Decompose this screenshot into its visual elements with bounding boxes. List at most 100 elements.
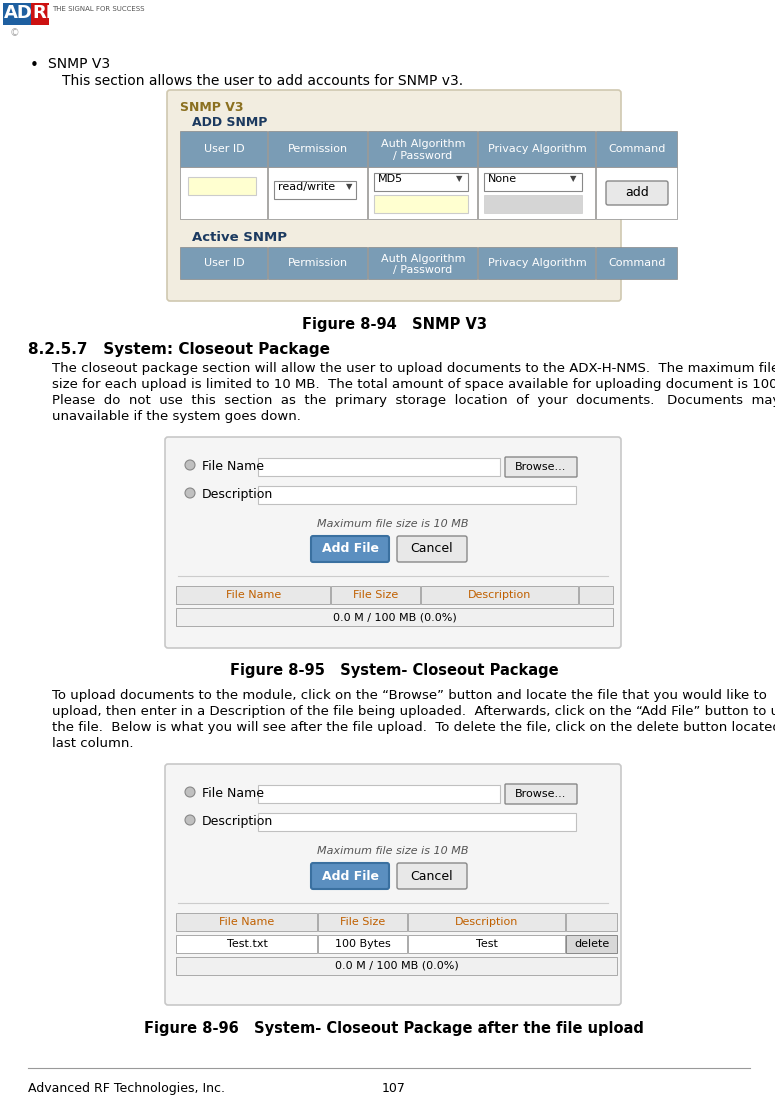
FancyBboxPatch shape: [397, 863, 467, 889]
Bar: [176, 913, 317, 931]
Text: AD: AD: [4, 4, 33, 22]
Text: Advanced RF Technologies, Inc.: Advanced RF Technologies, Inc.: [28, 1083, 225, 1095]
Bar: [31, 3, 49, 25]
Text: Figure 8-96   System- Closeout Package after the file upload: Figure 8-96 System- Closeout Package aft…: [144, 1021, 644, 1035]
Bar: [596, 131, 677, 167]
Text: 8.2.5.7   System: Closeout Package: 8.2.5.7 System: Closeout Package: [28, 342, 330, 357]
Text: Test: Test: [476, 939, 498, 950]
Text: / Password: / Password: [394, 265, 453, 275]
Bar: [258, 458, 500, 476]
Bar: [318, 913, 407, 931]
Bar: [180, 167, 267, 219]
Text: Add File: Add File: [322, 543, 378, 555]
Bar: [368, 167, 477, 219]
Text: SNMP V3: SNMP V3: [180, 101, 243, 114]
Bar: [566, 913, 617, 931]
Text: add: add: [625, 187, 649, 200]
Text: File Size: File Size: [353, 590, 398, 600]
FancyBboxPatch shape: [311, 536, 389, 562]
Bar: [478, 131, 595, 167]
Text: Description: Description: [202, 488, 274, 501]
Text: Add File: Add File: [322, 869, 378, 882]
Bar: [258, 785, 500, 803]
Text: This section allows the user to add accounts for SNMP v3.: This section allows the user to add acco…: [62, 74, 463, 88]
Text: ©: ©: [10, 27, 19, 38]
Text: upload, then enter in a Description of the file being uploaded.  Afterwards, cli: upload, then enter in a Description of t…: [52, 704, 775, 718]
Text: Test.txt: Test.txt: [226, 939, 267, 950]
Text: last column.: last column.: [52, 737, 133, 750]
Bar: [596, 247, 677, 279]
Text: Maximum file size is 10 MB: Maximum file size is 10 MB: [317, 519, 469, 529]
Bar: [258, 813, 576, 831]
Text: Maximum file size is 10 MB: Maximum file size is 10 MB: [317, 846, 469, 856]
Bar: [596, 167, 677, 219]
Circle shape: [185, 488, 195, 498]
Text: 100 Bytes: 100 Bytes: [335, 939, 391, 950]
Circle shape: [185, 787, 195, 797]
Text: Privacy Algorithm: Privacy Algorithm: [487, 144, 587, 154]
Text: Figure 8-95   System- Closeout Package: Figure 8-95 System- Closeout Package: [229, 664, 558, 678]
Bar: [268, 247, 367, 279]
Text: •: •: [30, 58, 39, 73]
Text: ▼: ▼: [456, 174, 463, 184]
Text: File Name: File Name: [202, 460, 264, 473]
Text: To upload documents to the module, click on the “Browse” button and locate the f: To upload documents to the module, click…: [52, 689, 767, 702]
Bar: [408, 913, 565, 931]
Text: THE SIGNAL FOR SUCCESS: THE SIGNAL FOR SUCCESS: [52, 5, 144, 12]
Bar: [478, 247, 595, 279]
Text: File Name: File Name: [226, 590, 281, 600]
Text: File Name: File Name: [219, 917, 274, 926]
Bar: [368, 131, 477, 167]
Bar: [258, 486, 576, 504]
Text: ▼: ▼: [570, 174, 577, 184]
Text: None: None: [488, 174, 517, 184]
Text: The closeout package section will allow the user to upload documents to the ADX-: The closeout package section will allow …: [52, 362, 775, 375]
Bar: [268, 167, 367, 219]
Bar: [318, 935, 407, 953]
Bar: [274, 181, 356, 199]
FancyBboxPatch shape: [167, 90, 621, 301]
Bar: [180, 247, 267, 279]
Text: Permission: Permission: [288, 144, 348, 154]
Text: Figure 8-94   SNMP V3: Figure 8-94 SNMP V3: [301, 317, 487, 332]
Text: the file.  Below is what you will see after the file upload.  To delete the file: the file. Below is what you will see aft…: [52, 721, 775, 734]
Bar: [579, 586, 613, 604]
Text: MD5: MD5: [378, 174, 403, 184]
Text: SNMP V3: SNMP V3: [48, 57, 110, 71]
Bar: [566, 935, 617, 953]
Bar: [478, 167, 595, 219]
Bar: [188, 177, 256, 195]
Circle shape: [185, 460, 195, 470]
Text: Browse...: Browse...: [515, 789, 567, 799]
FancyBboxPatch shape: [505, 784, 577, 804]
FancyBboxPatch shape: [397, 536, 467, 562]
Text: Description: Description: [202, 815, 274, 828]
Bar: [421, 586, 578, 604]
Text: Cancel: Cancel: [411, 869, 453, 882]
Bar: [374, 195, 468, 213]
Text: Cancel: Cancel: [411, 543, 453, 555]
Bar: [408, 935, 565, 953]
Bar: [268, 131, 367, 167]
Text: File Size: File Size: [340, 917, 386, 926]
FancyBboxPatch shape: [606, 181, 668, 206]
Bar: [484, 173, 582, 191]
Bar: [176, 957, 617, 975]
Text: 107: 107: [382, 1083, 406, 1095]
FancyBboxPatch shape: [311, 863, 389, 889]
Text: Privacy Algorithm: Privacy Algorithm: [487, 258, 587, 268]
Text: Please  do  not  use  this  section  as  the  primary  storage  location  of  yo: Please do not use this section as the pr…: [52, 395, 775, 407]
Text: Command: Command: [608, 144, 666, 154]
Text: Description: Description: [468, 590, 532, 600]
Text: User ID: User ID: [204, 258, 244, 268]
Text: Active SNMP: Active SNMP: [192, 231, 287, 244]
Bar: [331, 586, 420, 604]
Text: ADD SNMP: ADD SNMP: [192, 116, 267, 129]
FancyBboxPatch shape: [165, 764, 621, 1004]
Text: File Name: File Name: [202, 787, 264, 800]
FancyBboxPatch shape: [165, 437, 621, 648]
Text: Auth Algorithm: Auth Algorithm: [381, 138, 465, 149]
Bar: [3, 3, 31, 25]
Text: User ID: User ID: [204, 144, 244, 154]
Text: / Password: / Password: [394, 151, 453, 160]
